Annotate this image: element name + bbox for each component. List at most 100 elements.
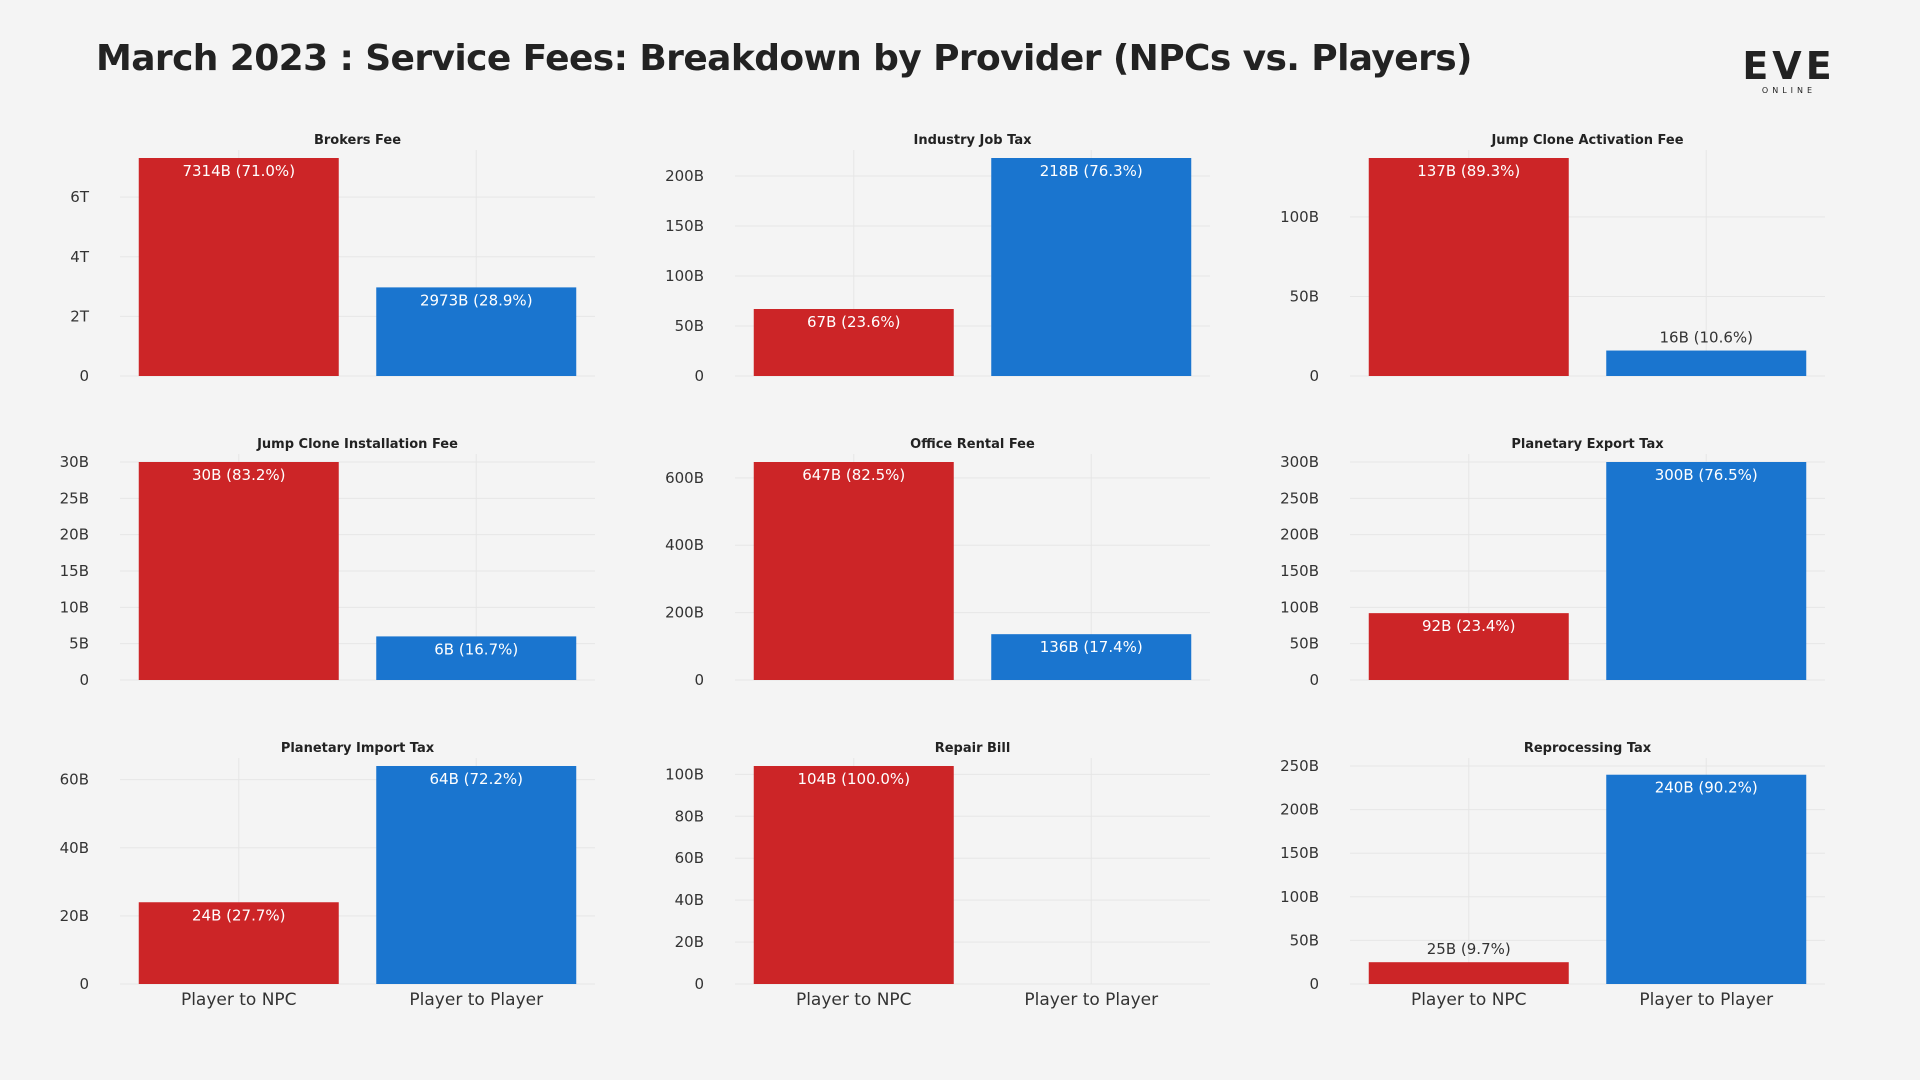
y-tick-label: 2T [70,307,90,325]
y-tick-label: 80B [675,807,704,825]
y-tick-label: 10B [60,598,89,616]
y-tick-label: 150B [665,217,704,235]
bar-value-label: 104B (100.0%) [797,770,910,788]
bar-player-to-player [1606,462,1807,680]
y-tick-label: 50B [675,317,704,335]
bar-value-label: 25B (9.7%) [1427,940,1511,958]
bar-player-to-npc [138,902,339,984]
bar-player-to-npc [753,766,954,984]
page-title: March 2023 : Service Fees: Breakdown by … [96,38,1473,79]
chart-panel: Brokers Fee 0 2T 4T 6T 7314B (71.0%) 2973B (28… [70,133,595,385]
chart-title: Planetary Import Tax [281,741,435,756]
y-tick-label: 600B [665,469,704,487]
chart-panel: Jump Clone Installation Fee 0 5B 10B 15B 20B 2… [60,437,595,689]
bar-value-label: 240B (90.2%) [1655,779,1758,797]
bar-value-label: 136B (17.4%) [1040,638,1143,656]
chart-panel: Industry Job Tax 0 50B 100B 150B 200B 67B (23.… [665,133,1210,385]
chart-panel: Planetary Export Tax 0 50B 100B 150B 200B 250B… [1280,437,1825,689]
bar-value-label: 92B (23.4%) [1422,617,1516,635]
chart-title: Repair Bill [935,741,1011,756]
bar-player-to-npc [1368,158,1569,376]
y-tick-label: 6T [70,188,90,206]
y-tick-label: 0 [79,975,89,993]
y-tick-label: 50B [1290,931,1319,949]
y-tick-label: 100B [1280,208,1319,226]
y-tick-label: 0 [694,975,704,993]
y-tick-label: 4T [70,248,90,266]
bar-value-label: 30B (83.2%) [192,466,286,484]
bar-player-to-player [991,158,1192,376]
bar-player-to-player [376,636,577,680]
bar-value-label: 67B (23.6%) [807,313,901,331]
chart-title: Office Rental Fee [910,437,1035,452]
y-tick-label: 40B [675,891,704,909]
y-tick-label: 20B [675,933,704,951]
bar-value-label: 24B (27.7%) [192,906,286,924]
y-tick-label: 20B [60,526,89,544]
y-tick-label: 0 [1309,367,1319,385]
chart-panel: Jump Clone Activation Fee 0 50B 100B 137B (8… [1280,133,1825,385]
y-tick-label: 15B [60,562,89,580]
y-tick-label: 25B [60,489,89,507]
bar-value-label: 300B (76.5%) [1655,466,1758,484]
bar-player-to-npc [1368,962,1569,984]
chart-title: Jump Clone Installation Fee [256,437,458,452]
y-tick-label: 300B [1280,453,1319,471]
y-tick-label: 200B [665,167,704,185]
y-tick-label: 20B [60,907,89,925]
y-tick-label: 0 [79,367,89,385]
y-tick-label: 100B [665,765,704,783]
y-tick-label: 200B [1280,801,1319,819]
chart-title: Planetary Export Tax [1511,437,1664,452]
y-tick-label: 50B [1290,635,1319,653]
y-tick-label: 200B [665,604,704,622]
y-tick-label: 0 [79,671,89,689]
x-tick-label: Player to NPC [796,990,912,1010]
chart-title: Reprocessing Tax [1524,741,1652,756]
bar-player-to-player [376,766,577,984]
y-tick-label: 5B [69,635,89,653]
bar-player-to-player [991,634,1192,680]
y-tick-label: 0 [1309,671,1319,689]
bar-value-label: 16B (10.6%) [1659,329,1753,347]
bar-player-to-npc [753,462,954,680]
y-tick-label: 400B [665,536,704,554]
y-tick-label: 200B [1280,526,1319,544]
y-tick-label: 150B [1280,562,1319,580]
x-tick-label: Player to NPC [1411,990,1527,1010]
bar-player-to-npc [138,462,339,680]
x-tick-label: Player to Player [1639,990,1773,1010]
y-tick-label: 250B [1280,757,1319,775]
x-tick-label: Player to Player [409,990,543,1010]
chart-panel: Planetary Import Tax 0 20B 40B 60B 24B (27.7%… [60,741,595,1010]
y-tick-label: 40B [60,839,89,857]
chart-title: Brokers Fee [314,133,401,148]
chart-title: Jump Clone Activation Fee [1490,133,1683,148]
y-tick-label: 150B [1280,844,1319,862]
bar-value-label: 6B (16.7%) [434,640,518,658]
bar-player-to-npc [1368,613,1569,680]
logo-subtitle: ONLINE [1761,86,1817,95]
bar-value-label: 137B (89.3%) [1417,162,1520,180]
y-tick-label: 0 [1309,975,1319,993]
y-tick-label: 100B [665,267,704,285]
bar-value-label: 7314B (71.0%) [182,162,295,180]
x-tick-label: Player to Player [1024,990,1158,1010]
y-tick-label: 0 [694,367,704,385]
bar-value-label: 647B (82.5%) [802,466,905,484]
bar-value-label: 2973B (28.9%) [420,291,533,309]
y-tick-label: 100B [1280,888,1319,906]
bar-player-to-player [376,287,577,376]
y-tick-label: 100B [1280,598,1319,616]
y-tick-label: 50B [1290,287,1319,305]
y-tick-label: 60B [675,849,704,867]
y-tick-label: 0 [694,671,704,689]
bar-player-to-npc [138,158,339,376]
chart-panel: Repair Bill 0 20B 40B 60B 80B 100B 104B (100.0%… [665,741,1210,1010]
eve-online-logo: EVE ONLINE [1734,46,1844,96]
bar-player-to-npc [753,309,954,376]
y-tick-label: 30B [60,453,89,471]
chart-title: Industry Job Tax [914,133,1033,148]
y-tick-label: 250B [1280,489,1319,507]
